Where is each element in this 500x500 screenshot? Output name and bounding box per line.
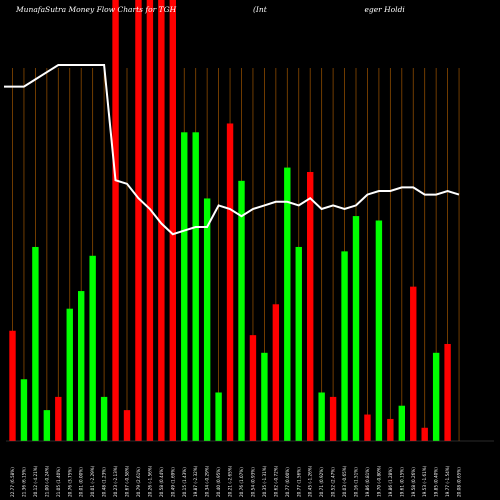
x-tick-label: 20.76 (3.75%) bbox=[67, 467, 72, 497]
bar-9 bbox=[112, 0, 119, 441]
x-tick-label: 19.70 (-0.80%) bbox=[376, 465, 381, 497]
x-tick-label: 19.77 (-1.54%) bbox=[445, 465, 450, 497]
bar-38 bbox=[444, 343, 451, 441]
x-tick-label: 19.87 (-2.32%) bbox=[193, 465, 198, 497]
x-tick-label: 20.67 (-0.58%) bbox=[125, 465, 130, 497]
bar-35 bbox=[410, 286, 417, 441]
x-tick-label: 20.54 (0.93%) bbox=[250, 467, 255, 497]
bar-25 bbox=[295, 246, 302, 441]
bar-21 bbox=[249, 335, 257, 441]
bar-0 bbox=[9, 330, 16, 441]
bar-13 bbox=[158, 0, 165, 441]
x-tick-label: 20.26 (-1.56%) bbox=[147, 465, 152, 497]
x-tick-label: 20.01 (-2.29%) bbox=[90, 465, 95, 497]
bar-2 bbox=[32, 246, 39, 441]
bar-4 bbox=[55, 396, 62, 441]
bar-20 bbox=[238, 180, 245, 441]
x-tick-label: 20.77 (0.00%) bbox=[285, 467, 290, 497]
bar-31 bbox=[364, 414, 371, 441]
bar-16 bbox=[192, 132, 199, 442]
bar-22 bbox=[261, 352, 268, 441]
bar-36 bbox=[421, 427, 428, 441]
bar-15 bbox=[181, 132, 188, 442]
x-tick-label: 20.71 (0.92%) bbox=[319, 467, 324, 497]
x-tick-label: 20.58 (0.44%) bbox=[159, 467, 164, 497]
x-tick-label: 22.77 (6.58%) bbox=[10, 467, 15, 497]
bar-14 bbox=[169, 0, 176, 441]
x-tick-label: 19.86 (1.28%) bbox=[388, 467, 393, 497]
x-tick-label: 20.03 (-0.65%) bbox=[342, 465, 347, 497]
bar-5 bbox=[66, 308, 73, 441]
x-tick-label: 20.45 (-1.26%) bbox=[308, 465, 313, 497]
bar-26 bbox=[307, 171, 314, 442]
bar-8 bbox=[100, 396, 108, 441]
bar-12 bbox=[146, 0, 154, 441]
x-tick-label: 19.85 (0.40%) bbox=[434, 467, 439, 497]
bar-27 bbox=[318, 392, 325, 441]
x-tick-label: 20.48 (1.23%) bbox=[102, 467, 107, 497]
x-tick-label: 20.76 (1.07%) bbox=[239, 467, 244, 497]
bar-7 bbox=[89, 255, 96, 441]
x-tick-label: 20.23 (-2.13%) bbox=[113, 465, 118, 497]
x-tick-label: 20.15 (1.43%) bbox=[182, 467, 187, 497]
chart-title-left: MunafaSutra Money Flow Charts for TGH bbox=[15, 5, 177, 14]
bar-11 bbox=[135, 0, 142, 441]
bar-24 bbox=[284, 167, 291, 441]
x-tick-label: 20.08 (0.65%) bbox=[457, 467, 462, 497]
bar-37 bbox=[432, 352, 440, 441]
x-tick-label: 20.49 (1.69%) bbox=[170, 467, 175, 497]
bar-6 bbox=[78, 291, 85, 441]
bar-19 bbox=[226, 123, 234, 441]
x-tick-label: 19.61 (0.15%) bbox=[399, 467, 404, 497]
chart-title-right: (Int eger Holdi bbox=[253, 5, 405, 14]
x-tick-label: 21.05 (1.40%) bbox=[56, 467, 61, 497]
bar-17 bbox=[203, 198, 211, 441]
bar-3 bbox=[43, 410, 51, 441]
x-tick-labels: 22.77 (6.58%) 21.36 (6.15%) 20.12 (-4.21%)… bbox=[10, 465, 462, 497]
x-tick-label: 19.58 (0.26%) bbox=[411, 467, 416, 497]
x-tick-label: 20.77 (1.56%) bbox=[296, 467, 301, 497]
bar-32 bbox=[375, 220, 383, 441]
x-tick-label: 20.62 (-0.72%) bbox=[273, 465, 278, 497]
x-tick-label: 20.40 (0.95%) bbox=[216, 467, 221, 497]
bar-10 bbox=[123, 410, 131, 441]
x-tick-label: 19.53 (-1.61%) bbox=[422, 465, 427, 497]
bar-33 bbox=[387, 418, 394, 441]
money-flow-line bbox=[4, 64, 460, 236]
bar-1 bbox=[20, 379, 28, 441]
bars-group bbox=[9, 0, 451, 442]
x-tick-label: 20.12 (-4.21%) bbox=[33, 465, 38, 497]
x-tick-label: 20.79 (2.61%) bbox=[136, 467, 141, 497]
bar-28 bbox=[329, 396, 337, 441]
x-tick-label: 20.35 (-1.31%) bbox=[262, 465, 267, 497]
bar-30 bbox=[352, 216, 360, 441]
x-tick-label: 19.86 (0.81%) bbox=[365, 467, 370, 497]
x-tick-label: 21.00 (-0.24%) bbox=[44, 465, 49, 497]
x-tick-label: 20.52 (2.47%) bbox=[331, 467, 336, 497]
x-tick-label: 20.21 (-2.65%) bbox=[228, 465, 233, 497]
bar-18 bbox=[215, 392, 222, 441]
x-tick-label: 20.34 (-0.29%) bbox=[205, 465, 210, 497]
x-tick-label: 20.01 (0.00%) bbox=[79, 467, 84, 497]
x-tick-label: 21.36 (6.15%) bbox=[21, 467, 26, 497]
bar-23 bbox=[272, 304, 280, 441]
bar-34 bbox=[398, 405, 405, 441]
bar-29 bbox=[341, 251, 348, 441]
x-tick-label: 20.16 (1.51%) bbox=[354, 467, 359, 497]
